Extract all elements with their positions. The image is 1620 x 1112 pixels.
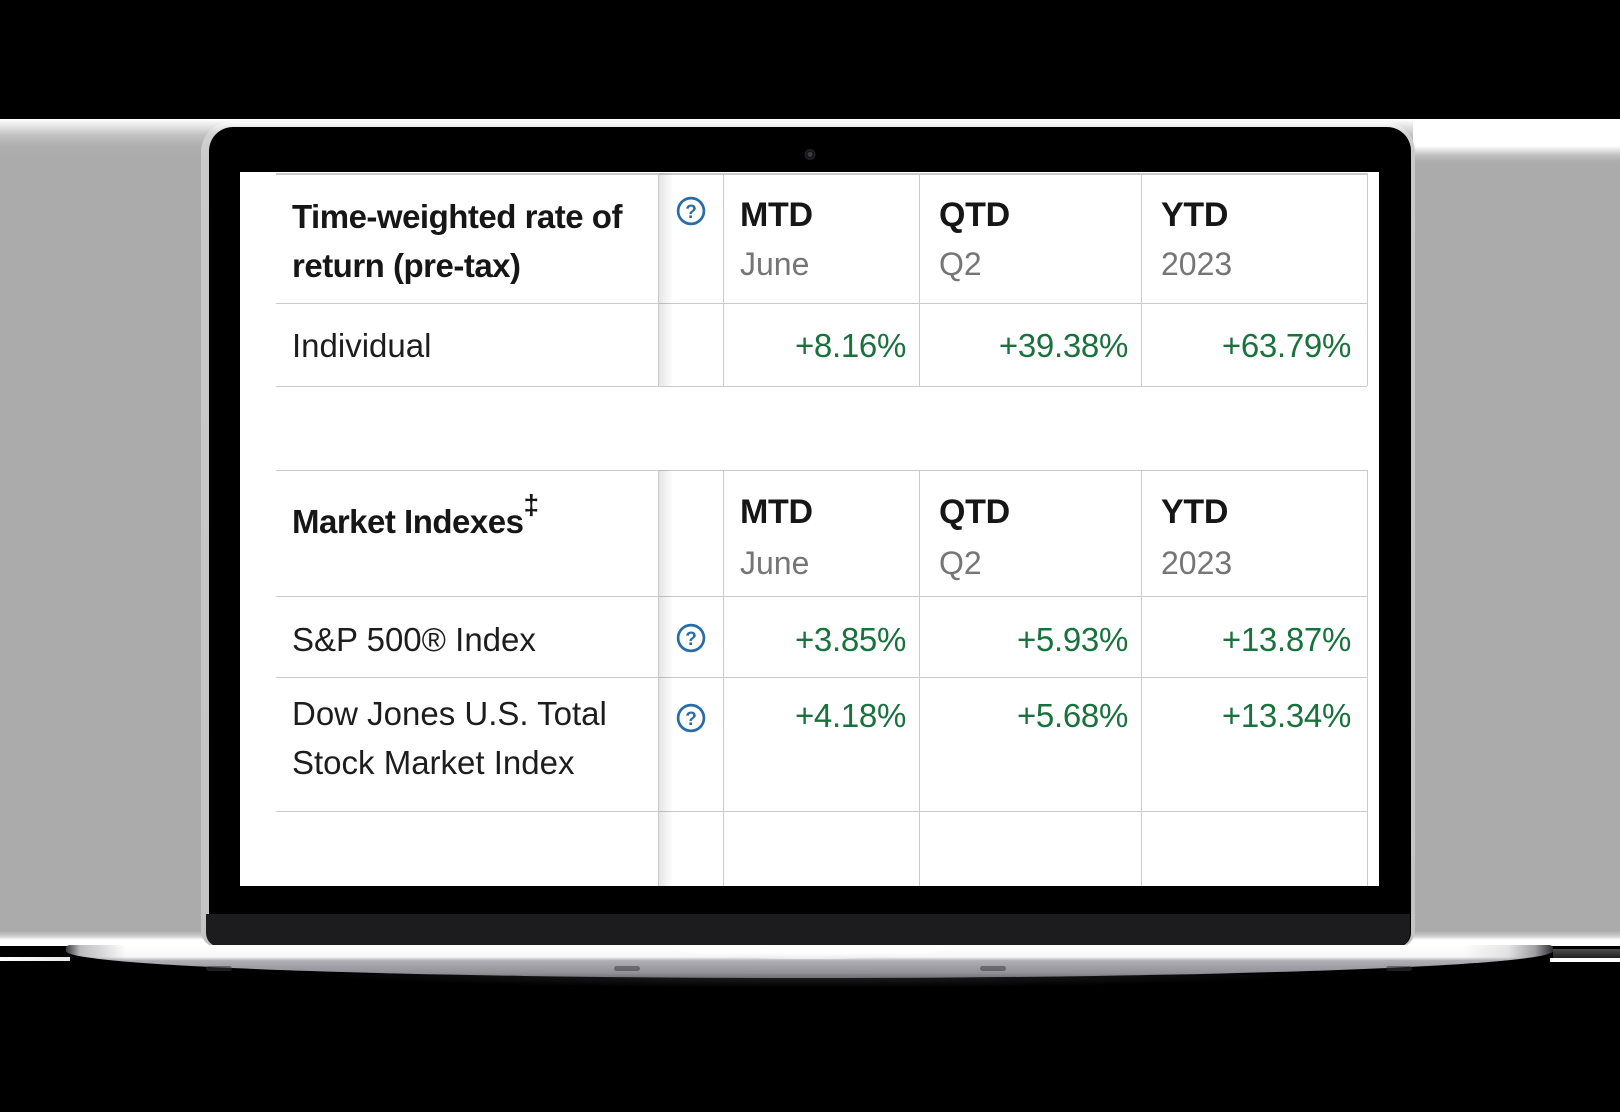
svg-text:?: ? [685,709,697,730]
svg-text:?: ? [685,629,697,650]
svg-text:?: ? [685,202,697,223]
